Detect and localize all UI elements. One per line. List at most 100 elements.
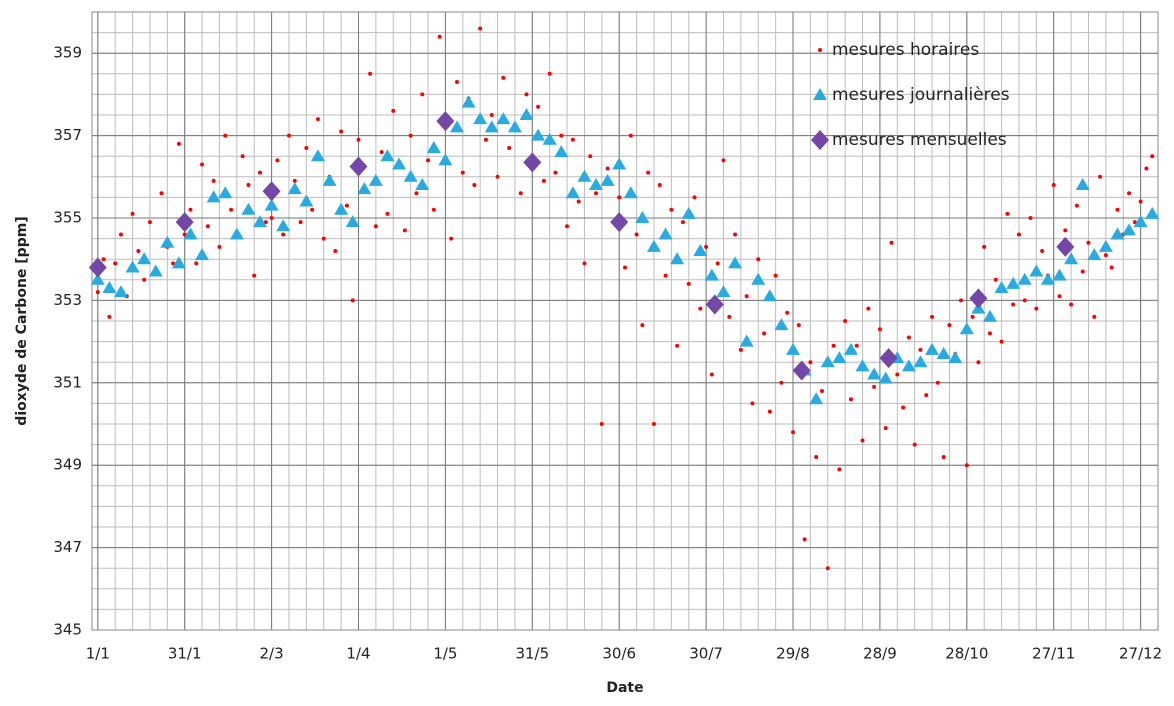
point-triangle	[670, 252, 685, 265]
point-circle	[704, 244, 709, 249]
point-triangle	[1110, 227, 1125, 240]
x-tick-label: 1/4	[346, 645, 370, 663]
point-triangle	[762, 289, 777, 302]
point-circle	[762, 331, 767, 336]
point-diamond	[969, 288, 988, 309]
point-circle	[205, 224, 210, 229]
point-circle	[1109, 265, 1114, 270]
point-circle	[924, 393, 929, 398]
point-circle	[333, 248, 338, 253]
y-tick-label: 357	[53, 126, 82, 144]
point-triangle	[1064, 252, 1079, 265]
point-triangle	[438, 153, 453, 166]
point-circle	[408, 133, 413, 138]
point-circle	[553, 170, 558, 175]
point-triangle	[646, 239, 661, 252]
point-triangle	[786, 342, 801, 355]
point-triangle	[449, 120, 464, 133]
point-triangle	[171, 256, 186, 269]
x-axis-title: Date	[606, 680, 643, 696]
point-triangle	[206, 190, 221, 203]
point-circle	[773, 273, 778, 278]
point-circle	[113, 261, 118, 266]
y-tick-label: 351	[53, 373, 82, 391]
point-circle	[559, 133, 564, 138]
point-circle	[733, 232, 738, 237]
point-circle	[669, 207, 674, 212]
point-triangle	[183, 227, 198, 240]
point-triangle	[577, 169, 592, 182]
x-tick-label: 27/12	[1119, 645, 1162, 663]
point-circle	[368, 71, 373, 76]
point-triangle	[507, 120, 522, 133]
point-circle	[605, 166, 610, 171]
point-circle	[147, 220, 152, 225]
point-triangle	[1098, 239, 1113, 252]
point-circle	[964, 463, 969, 468]
point-circle	[344, 203, 349, 208]
point-circle	[437, 34, 442, 39]
point-triangle	[901, 359, 916, 372]
point-triangle	[542, 132, 557, 145]
point-triangle	[148, 264, 163, 277]
point-diamond	[792, 360, 811, 381]
point-triangle	[484, 120, 499, 133]
point-circle	[999, 339, 1004, 344]
point-triangle	[600, 173, 615, 186]
point-circle	[570, 137, 575, 142]
point-circle	[1057, 294, 1062, 299]
x-tick-label: 31/5	[515, 645, 549, 663]
point-diamond	[436, 111, 455, 132]
point-circle	[142, 277, 147, 282]
point-triangle	[565, 186, 580, 199]
point-circle	[159, 191, 164, 196]
point-triangle	[832, 351, 847, 364]
point-circle	[501, 75, 506, 80]
point-circle	[229, 207, 234, 212]
point-circle	[292, 178, 297, 183]
legend-marker	[813, 88, 827, 100]
x-tick-label: 1/5	[433, 645, 457, 663]
point-circle	[95, 290, 100, 295]
point-triangle	[1145, 206, 1160, 219]
point-circle	[872, 384, 877, 389]
point-circle	[200, 162, 205, 167]
point-circle	[240, 154, 245, 159]
point-diamond	[262, 181, 281, 202]
y-tick-label: 345	[53, 621, 82, 639]
point-circle	[107, 314, 112, 319]
point-triangle	[623, 186, 638, 199]
point-circle	[987, 331, 992, 336]
point-circle	[935, 380, 940, 385]
point-circle	[675, 343, 680, 348]
point-triangle	[519, 108, 534, 120]
point-circle	[130, 211, 135, 216]
point-circle	[495, 174, 500, 179]
point-circle	[182, 232, 187, 237]
point-triangle	[276, 219, 291, 232]
y-tick-label: 349	[53, 456, 82, 474]
point-triangle	[125, 260, 140, 273]
point-triangle	[357, 182, 372, 195]
point-circle	[1127, 191, 1132, 196]
plot-frame	[91, 11, 1159, 631]
point-triangle	[751, 272, 766, 285]
point-triangle	[1133, 215, 1148, 228]
point-diamond	[523, 152, 542, 173]
point-triangle	[554, 145, 569, 158]
point-triangle	[461, 95, 476, 108]
point-circle	[837, 467, 842, 472]
point-circle	[854, 343, 859, 348]
point-circle	[298, 220, 303, 225]
point-diamond	[349, 156, 368, 177]
point-circle	[101, 257, 106, 262]
x-tick-label: 30/7	[689, 645, 723, 663]
point-circle	[483, 137, 488, 142]
point-triangle	[739, 334, 754, 347]
y-tick-label: 347	[53, 538, 82, 556]
point-circle	[930, 314, 935, 319]
point-circle	[628, 133, 633, 138]
x-tick-label: 28/9	[863, 645, 897, 663]
x-tick-label: 28/10	[945, 645, 988, 663]
point-circle	[657, 183, 662, 188]
